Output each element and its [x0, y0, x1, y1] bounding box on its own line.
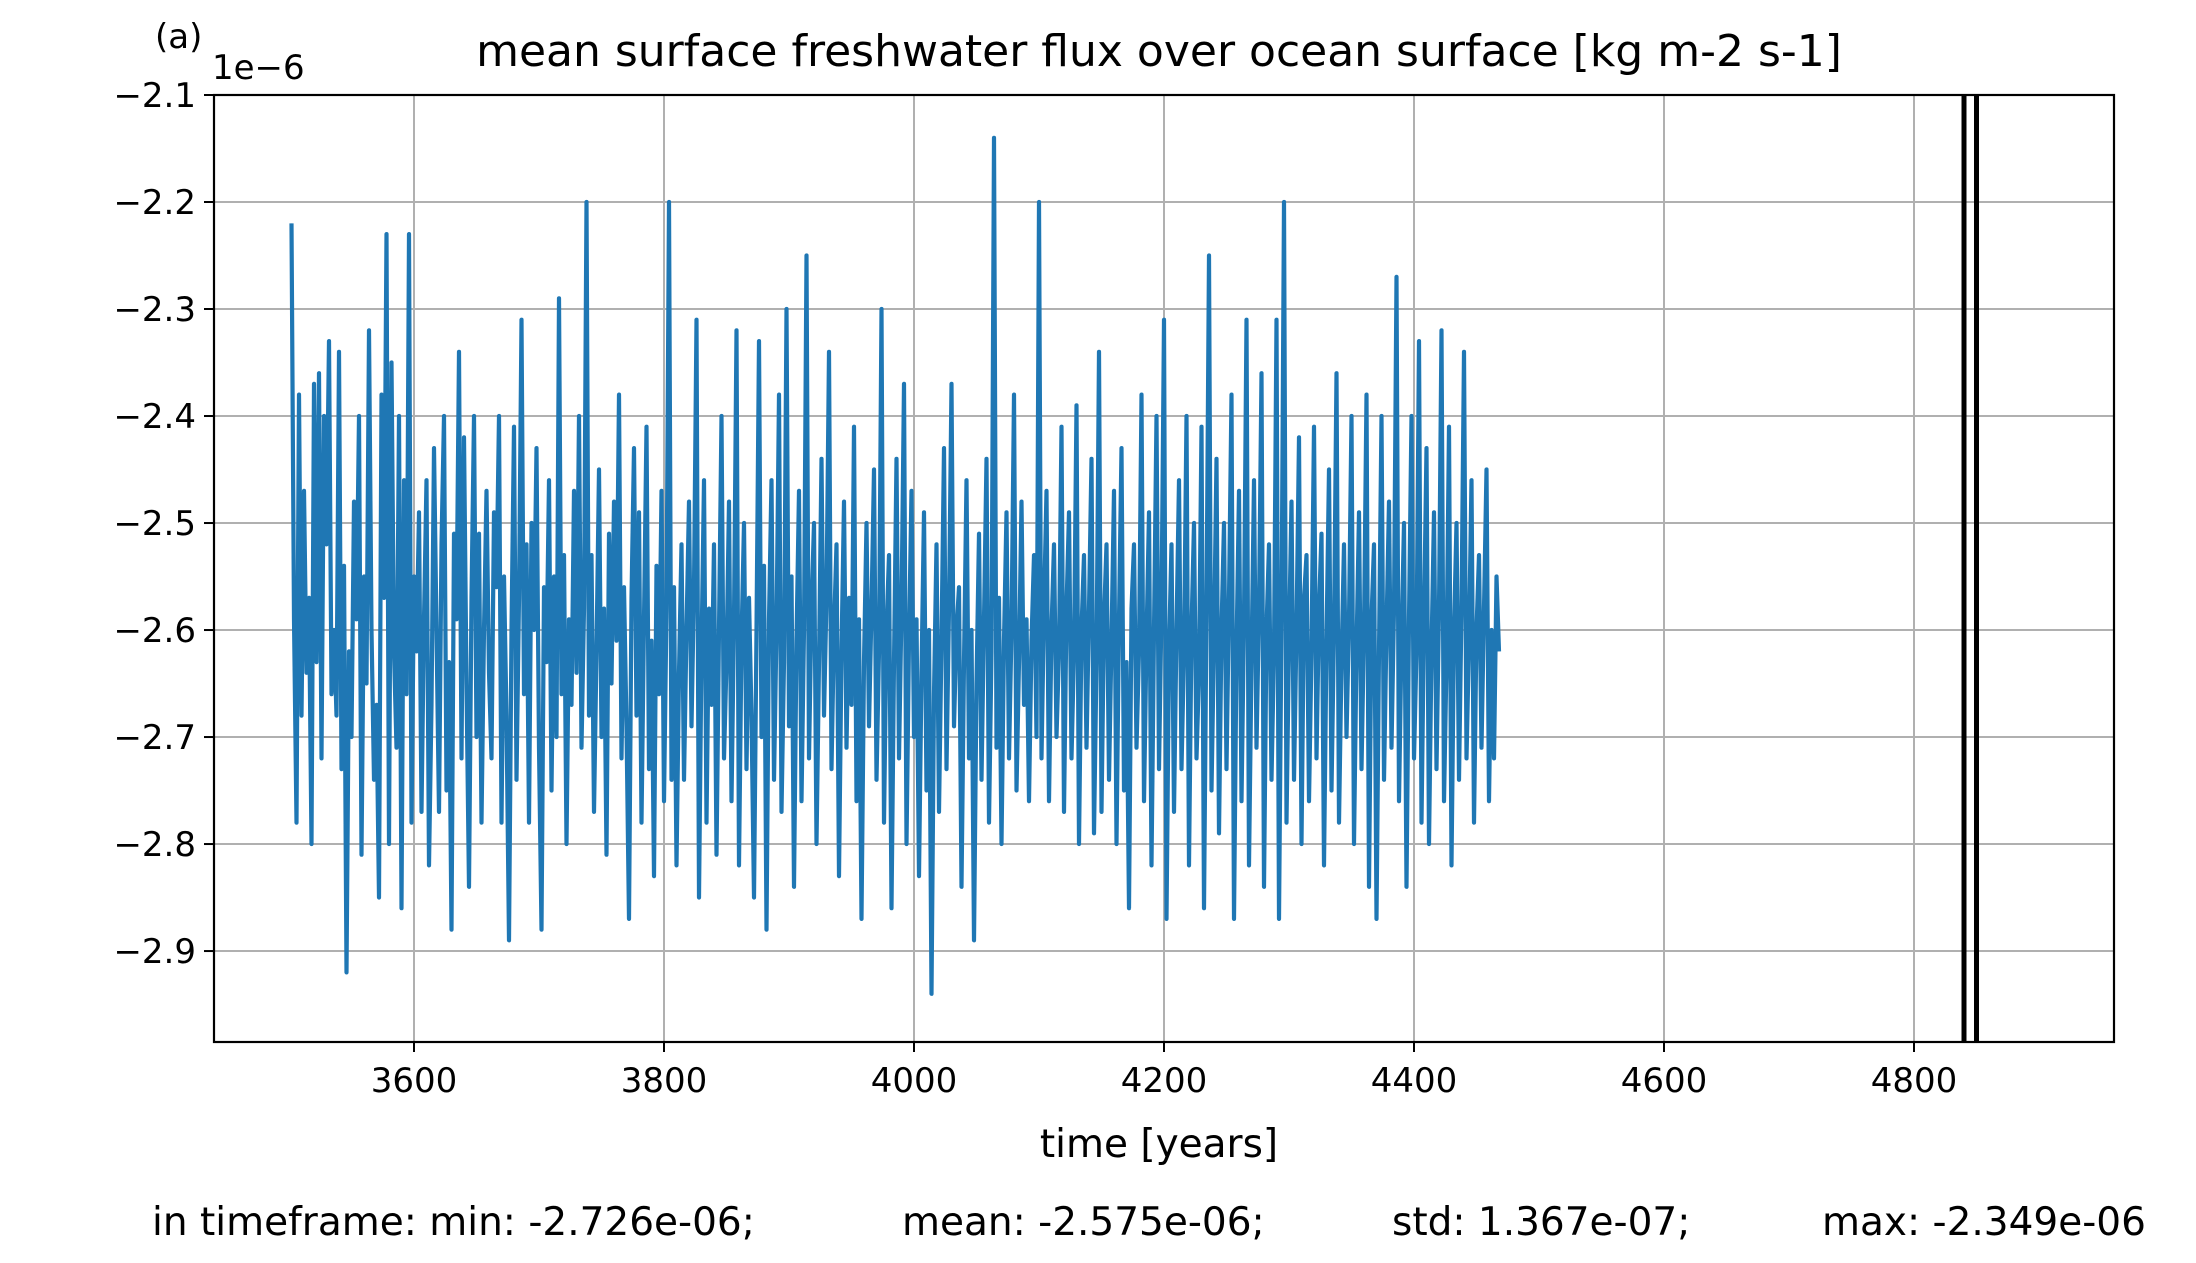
stat-max: max: -2.349e-06 — [1822, 1200, 2146, 1245]
x-tick-label: 4000 — [871, 1061, 958, 1101]
x-tick-label: 3800 — [621, 1061, 708, 1101]
y-tick-label: −2.8 — [113, 825, 196, 865]
x-tick-label: 4800 — [1871, 1061, 1958, 1101]
panel-label: (a) — [155, 17, 202, 57]
plot-frame — [212, 93, 2116, 1044]
x-tick-label: 4200 — [1121, 1061, 1208, 1101]
vertical-markers — [1961, 95, 1979, 1042]
series-points — [291, 137, 1500, 994]
x-tick-label: 4400 — [1371, 1061, 1458, 1101]
y-tick-label: −2.7 — [113, 718, 196, 758]
y-tick-label: −2.1 — [113, 76, 196, 116]
y-tick-label: −2.4 — [113, 397, 196, 437]
x-axis-label: time [years] — [1040, 1122, 1278, 1167]
y-tick-label: −2.9 — [113, 932, 196, 972]
y-tick-label: −2.6 — [113, 611, 196, 651]
stat-mean: mean: -2.575e-06; — [902, 1200, 1265, 1245]
x-axis-ticks: 3600 3800 4000 4200 4400 4600 4800 — [371, 1042, 1958, 1101]
chart-title: mean surface freshwater flux over ocean … — [476, 26, 1842, 77]
y-axis-ticks: −2.9 −2.8 −2.7 −2.6 −2.5 −2.4 −2.3 −2.2 −2.1 — [113, 76, 214, 972]
x-tick-label: 4600 — [1621, 1061, 1708, 1101]
series-line — [289, 135, 1502, 996]
y-tick-label: −2.2 — [113, 183, 196, 223]
stat-min: in timeframe: min: -2.726e-06; — [152, 1200, 755, 1245]
y-tick-label: −2.5 — [113, 504, 196, 544]
stat-std: std: 1.367e-07; — [1392, 1200, 1691, 1245]
offset-text: 1e−6 — [212, 48, 305, 88]
x-tick-label: 3600 — [371, 1061, 458, 1101]
y-tick-label: −2.3 — [113, 290, 196, 330]
